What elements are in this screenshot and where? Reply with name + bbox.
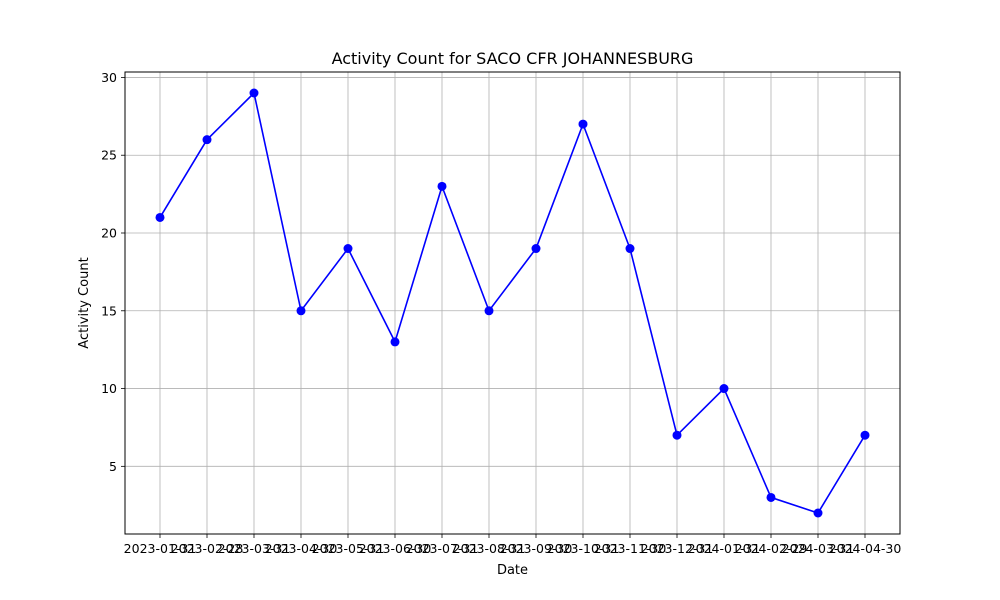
data-point [484,306,494,316]
y-tick-label: 5 [109,459,117,474]
y-tick-label: 15 [101,303,117,318]
x-tick-label: 2024-04-30 [829,541,902,556]
chart-title: Activity Count for SACO CFR JOHANNESBURG [332,49,694,68]
data-point [625,244,635,254]
data-point [578,119,588,129]
y-tick-label: 10 [101,381,117,396]
data-point [719,384,729,394]
y-tick-label: 25 [101,148,117,163]
data-point [437,181,447,191]
axis-ticks: 2023-01-312023-02-282023-03-312023-04-30… [101,70,901,556]
y-tick-label: 30 [101,70,117,85]
x-tick-label: 2024-03-31 [782,541,855,556]
data-point [155,212,165,222]
x-tick-label: 2023-04-30 [265,541,338,556]
x-tick-label: 2023-11-30 [594,541,667,556]
x-tick-label: 2024-02-29 [735,541,808,556]
series-group [155,88,870,518]
x-tick-label: 2023-03-31 [218,541,291,556]
data-point [766,492,776,502]
x-tick-label: 2023-06-30 [359,541,432,556]
y-tick-label: 20 [101,226,117,241]
data-point [531,244,541,254]
data-point [202,135,212,145]
series-line [159,91,866,514]
plot-frame [124,71,901,535]
data-point [860,430,870,440]
x-tick-label: 2023-10-31 [547,541,620,556]
x-tick-label: 2023-08-31 [453,541,526,556]
x-tick-label: 2023-09-30 [500,541,573,556]
x-tick-label: 2023-07-31 [406,541,479,556]
data-point [343,244,353,254]
y-axis-label: Activity Count [77,257,92,348]
x-tick-label: 2023-12-31 [641,541,714,556]
grid [125,72,900,534]
data-point [672,430,682,440]
data-point [390,337,400,347]
data-point [813,508,823,518]
data-point [296,306,306,316]
data-point [249,88,259,98]
x-tick-label: 2023-02-28 [171,541,244,556]
x-axis-label: Date [497,563,528,578]
x-tick-label: 2023-05-31 [312,541,385,556]
x-tick-label: 2023-01-31 [124,541,197,556]
x-tick-label: 2024-01-31 [688,541,761,556]
